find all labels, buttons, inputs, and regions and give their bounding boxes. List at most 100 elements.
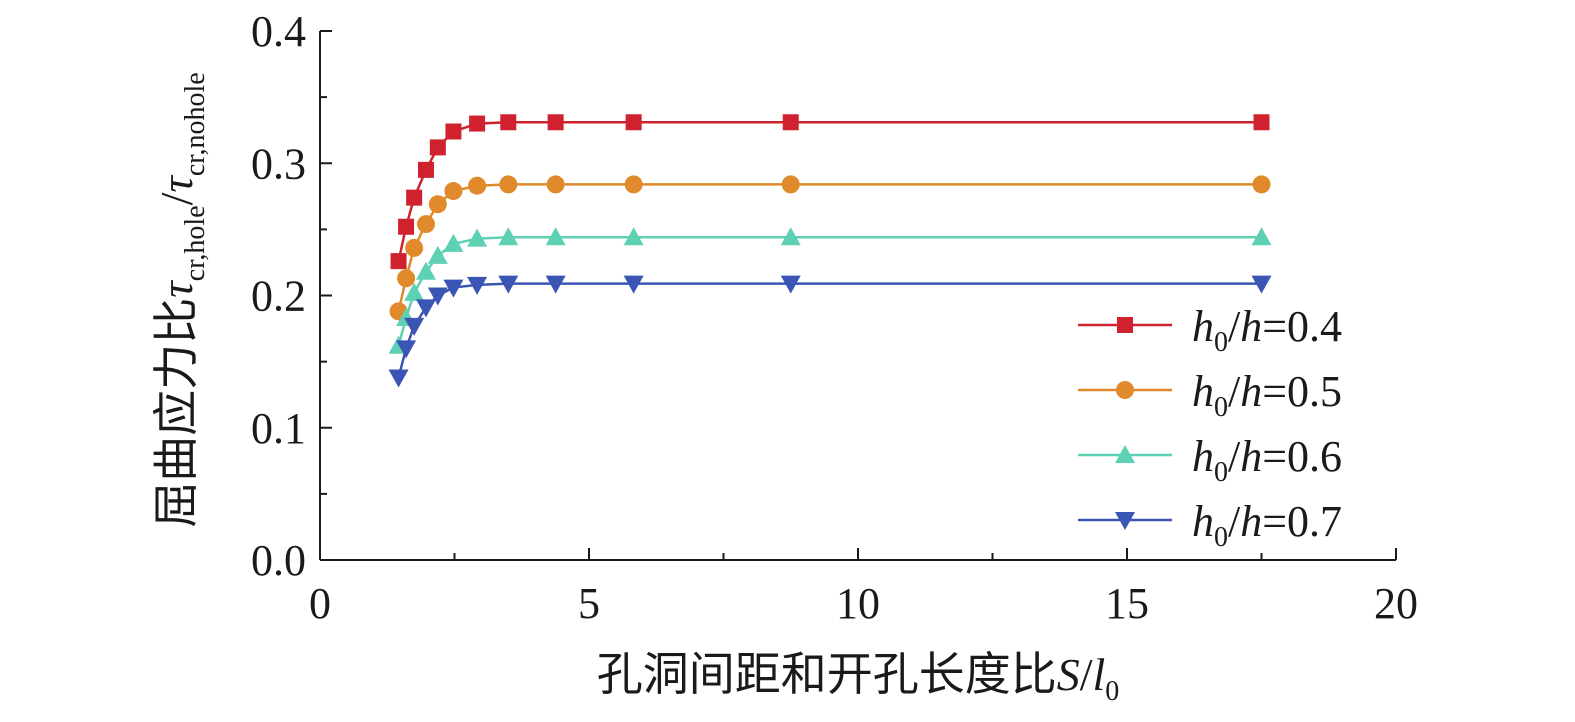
legend-entry-label: h0/h=0.4 — [1192, 302, 1342, 358]
data-point — [499, 175, 518, 194]
data-point — [469, 115, 486, 132]
legend-label-part: / — [1228, 302, 1241, 351]
x-tick-label: 0 — [309, 579, 331, 628]
legend-label-part: / — [1228, 432, 1241, 481]
y-tick-label: 0.2 — [251, 272, 306, 321]
data-point — [546, 175, 565, 194]
legend-label-part: h — [1192, 497, 1214, 546]
y-axis-title-sub2: cr,nohole — [180, 72, 211, 176]
legend-entry-label: h0/h=0.5 — [1192, 367, 1342, 423]
data-point — [406, 189, 423, 206]
y-axis-title-tau1: τ — [151, 280, 202, 298]
y-tick-label: 0.4 — [251, 7, 306, 56]
data-point — [427, 245, 448, 264]
legend-label-part: h — [1192, 432, 1214, 481]
data-point — [1252, 175, 1271, 194]
data-point — [427, 287, 448, 306]
legend-label-part: 0 — [1214, 522, 1228, 553]
data-point — [398, 218, 415, 235]
data-point — [443, 233, 464, 252]
legend-label-part: / — [1228, 497, 1241, 546]
data-point — [404, 282, 425, 301]
y-axis-title-tau2: τ — [151, 175, 202, 193]
legend-entry-label: h0/h=0.6 — [1192, 432, 1342, 488]
data-point — [417, 161, 434, 178]
x-axis-title-sub: 0 — [1105, 676, 1119, 707]
data-point — [397, 269, 416, 288]
x-axis-title-var: S — [1057, 649, 1080, 700]
data-point — [1253, 114, 1270, 131]
data-point — [498, 227, 519, 246]
legend-marker — [1115, 512, 1135, 530]
plot-area: 0 5 10 15 20 0.0 0.1 0.2 0.3 0.4 — [251, 7, 1418, 628]
y-axis-title-slash: / — [151, 192, 202, 205]
data-point — [467, 228, 488, 247]
x-tick-label: 10 — [836, 579, 880, 628]
y-axis-title-sub1: cr,hole — [180, 205, 211, 281]
y-tick-label: 0.0 — [251, 536, 306, 585]
data-point — [390, 253, 407, 270]
legend-label-part: / — [1228, 367, 1241, 416]
data-point — [468, 176, 487, 195]
data-point — [1251, 227, 1272, 246]
data-point — [782, 114, 799, 131]
y-axis-title: 屈曲应力比τcr,hole/τcr,nohole — [151, 72, 211, 527]
data-point — [624, 175, 643, 194]
data-point — [781, 175, 800, 194]
legend-label-part: 0 — [1214, 392, 1228, 423]
legend-label-part: h — [1240, 497, 1262, 546]
data-point — [396, 340, 417, 359]
legend-label-part: =0.7 — [1262, 497, 1342, 546]
data-point — [547, 114, 564, 131]
y-axis-title-prefix: 屈曲应力比 — [151, 298, 202, 528]
data-point — [405, 238, 424, 257]
data-point — [780, 275, 801, 294]
x-axis-title-slash: / — [1080, 649, 1093, 700]
y-tick-label: 0.1 — [251, 404, 306, 453]
data-point — [780, 227, 801, 246]
legend-label-part: 0 — [1214, 457, 1228, 488]
x-axis-title-var2: l — [1093, 649, 1106, 700]
x-tick-label: 15 — [1105, 579, 1149, 628]
x-tick-label: 20 — [1374, 579, 1418, 628]
data-point — [415, 261, 436, 280]
legend-label-part: h — [1240, 302, 1262, 351]
x-axis-title: 孔洞间距和开孔长度比S/l0 — [597, 649, 1120, 707]
data-point — [467, 276, 488, 295]
data-point — [545, 275, 566, 294]
legend-label-part: h — [1240, 432, 1262, 481]
data-point — [500, 114, 517, 131]
data-point — [388, 369, 409, 388]
legend-marker — [1116, 381, 1134, 399]
data-point — [1251, 275, 1272, 294]
data-point — [498, 275, 519, 294]
x-axis-title-prefix: 孔洞间距和开孔长度比 — [597, 649, 1057, 700]
data-point — [625, 114, 642, 131]
legend-marker — [1117, 317, 1133, 333]
data-point — [428, 195, 447, 214]
data-point — [429, 139, 446, 156]
legend-label-part: =0.5 — [1262, 367, 1342, 416]
legend-label-part: h — [1192, 367, 1214, 416]
legend-marker — [1115, 445, 1135, 463]
legend: h0/h=0.4h0/h=0.5h0/h=0.6h0/h=0.7 — [1078, 302, 1342, 553]
data-point — [623, 275, 644, 294]
legend-label-part: 0 — [1214, 327, 1228, 358]
legend-label-part: h — [1192, 302, 1214, 351]
data-point — [623, 227, 644, 246]
data-point — [404, 317, 425, 336]
data-point — [445, 123, 462, 140]
data-point — [443, 279, 464, 298]
legend-label-part: h — [1240, 367, 1262, 416]
data-point — [415, 299, 436, 318]
legend-label-part: =0.4 — [1262, 302, 1342, 351]
legend-entry-label: h0/h=0.7 — [1192, 497, 1342, 553]
legend-label-part: =0.6 — [1262, 432, 1342, 481]
y-tick-label: 0.3 — [251, 139, 306, 188]
x-tick-label: 5 — [578, 579, 600, 628]
data-point — [416, 215, 435, 234]
data-point — [545, 227, 566, 246]
data-point — [444, 182, 463, 201]
